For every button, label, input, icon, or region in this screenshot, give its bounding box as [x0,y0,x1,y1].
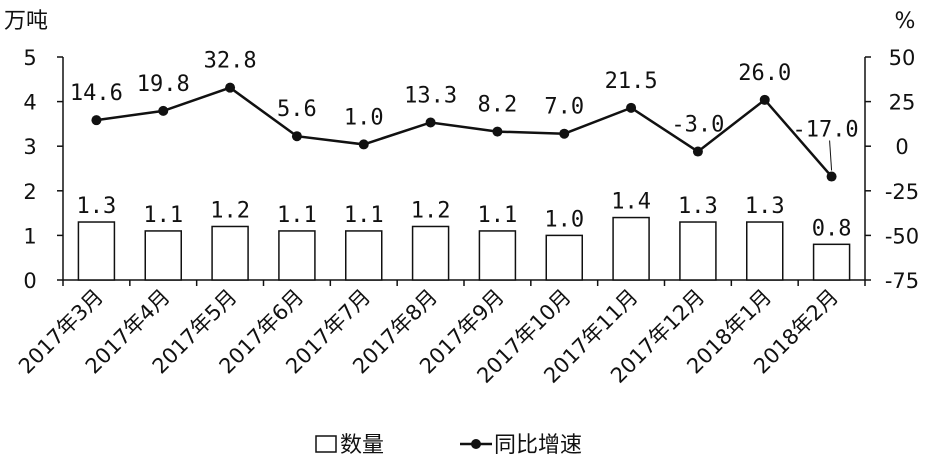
line-point [91,115,102,126]
line-value-label: 14.6 [70,81,123,106]
line-point [626,102,637,113]
bar-series [77,216,851,281]
line-value-label: 5.6 [277,97,317,122]
bar [545,234,583,281]
right-tick-label: -25 [885,180,919,204]
line-point [291,131,302,142]
line-value-label: 1.0 [344,105,384,130]
bar [612,216,650,281]
bar [679,221,717,281]
bar [746,221,784,281]
bar-value-label: 1.3 [77,194,117,219]
line-value-label: 32.8 [204,49,257,74]
line-value-label: 19.8 [137,72,190,97]
line-point [826,171,837,182]
line-value-label: 21.5 [605,69,658,94]
line-point [225,82,236,93]
left-tick-label: 4 [23,91,36,115]
bar [278,230,316,281]
right-tick-label: -75 [885,269,919,293]
line-point [692,146,703,157]
bar-value-label: 1.1 [143,203,183,228]
left-tick-label: 1 [23,224,36,248]
bar-value-label: 0.8 [812,216,852,241]
bar-value-label: 1.1 [344,203,384,228]
line-value-label: -17.0 [792,118,858,143]
line-value-label: 7.0 [544,95,584,120]
bar [812,243,851,281]
legend-line-label: 同比增速 [494,433,582,458]
axes: 0 1 2 3 4 5 -75 -50 -25 0 25 50 万吨% [4,9,919,293]
right-tick-label: -50 [885,224,919,248]
bar-value-label: 1.3 [678,194,718,219]
left-tick-label: 3 [23,135,36,159]
category-labels: 2017年3月2017年4月2017年5月2017年6月2017年7月2017年… [14,285,843,388]
bar [345,230,383,281]
line-value-label: 8.2 [478,93,518,118]
legend: 数量 同比增速 [315,433,582,458]
bar [211,225,249,281]
left-tick-label: 2 [23,180,36,204]
line-value-label: 13.3 [404,83,457,108]
line-point [158,105,169,116]
left-axis-unit: 万吨 [4,9,48,34]
right-tick-label: 0 [895,135,908,159]
line-value-label: -3.0 [671,113,724,138]
bar-value-label: 1.2 [411,198,451,223]
bar [144,230,182,281]
line-value-label: 26.0 [738,61,791,86]
line-point [492,126,503,137]
bar [77,221,116,281]
line-point [559,128,570,139]
label-leader-line [829,140,833,171]
right-axis-unit: % [895,9,916,34]
bar-value-label: 1.2 [210,198,250,223]
bar-value-label: 1.1 [478,203,518,228]
bar-value-label: 1.3 [745,194,785,219]
growth-line [96,86,833,178]
bar-value-label: 1.4 [611,190,651,215]
bar-value-label: 1.0 [544,207,584,232]
legend-bar-swatch [315,435,337,453]
bar [478,230,517,281]
left-tick-label: 0 [23,269,36,293]
line-series [91,82,837,182]
line-point [425,117,436,128]
bar-value-label: 1.1 [277,203,317,228]
data-labels: 1.3 1.1 1.2 1.1 1.1 1.2 1.1 1.0 1.4 1.3 1.3 0.8 14.6… [70,49,859,242]
line-point [358,139,369,150]
right-tick-label: 25 [889,91,916,115]
legend-line-marker [471,439,481,449]
bar [411,225,450,281]
legend-bar-label: 数量 [340,433,384,458]
left-tick-label: 5 [23,46,36,70]
line-point [759,94,770,105]
right-tick-label: 50 [889,46,916,70]
